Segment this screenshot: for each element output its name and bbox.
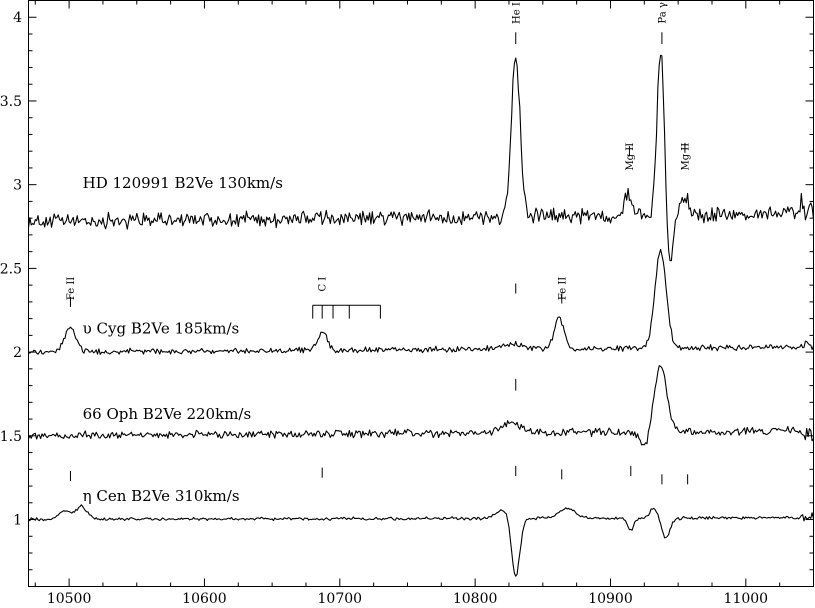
spectrum-line-3: [28, 504, 815, 577]
line-annotation-2: Mg II: [625, 143, 636, 171]
y-tick-label-1: 1.5: [0, 429, 22, 445]
line-annotation-0: He I: [511, 2, 522, 24]
line-annotation-5: C I: [318, 277, 329, 292]
spectrum-label-0: HD 120991 B2Ve 130km/s: [83, 174, 283, 192]
line-annotation-4: Fe II: [66, 277, 77, 300]
spectrum-label-1: υ Cyg B2Ve 185km/s: [83, 320, 240, 338]
line-annotation-1: Pa γ: [657, 2, 668, 23]
spectrum-line-1: [28, 248, 815, 355]
plot-frame: [28, 0, 814, 587]
line-annotation-3: Mg II: [680, 143, 691, 171]
y-tick-label-5: 3.5: [0, 94, 22, 110]
x-tick-label-0: 10500: [47, 591, 92, 607]
y-tick-label-3: 2.5: [0, 261, 22, 277]
x-tick-label-4: 10900: [588, 591, 633, 607]
line-marks: [69, 32, 689, 485]
y-tick-label-2: 2: [13, 345, 22, 361]
x-tick-label-5: 11000: [724, 591, 769, 607]
y-tick-label-0: 1: [13, 513, 22, 529]
x-tick-label-2: 10700: [318, 591, 363, 607]
spectra-series: [27, 54, 815, 577]
star-labels: HD 120991 B2Ve 130km/s υ Cyg B2Ve 185km/s…: [83, 174, 283, 505]
spectrum-label-3: η Cen B2Ve 310km/s: [83, 487, 240, 505]
x-tick-label-1: 10600: [182, 591, 227, 607]
spectrum-line-2: [27, 365, 814, 446]
line-annotations: He I Pa γ Mg II Mg II Fe II C I Fe II: [66, 2, 691, 300]
y-tick-label-6: 4: [13, 10, 22, 26]
spectrum-line-0: [27, 54, 815, 262]
x-tick-label-3: 10800: [453, 591, 498, 607]
y-tick-label-4: 3: [13, 178, 22, 194]
line-annotation-6: Fe II: [557, 277, 568, 300]
spectrum-label-2: 66 Oph B2Ve 220km/s: [83, 405, 252, 423]
